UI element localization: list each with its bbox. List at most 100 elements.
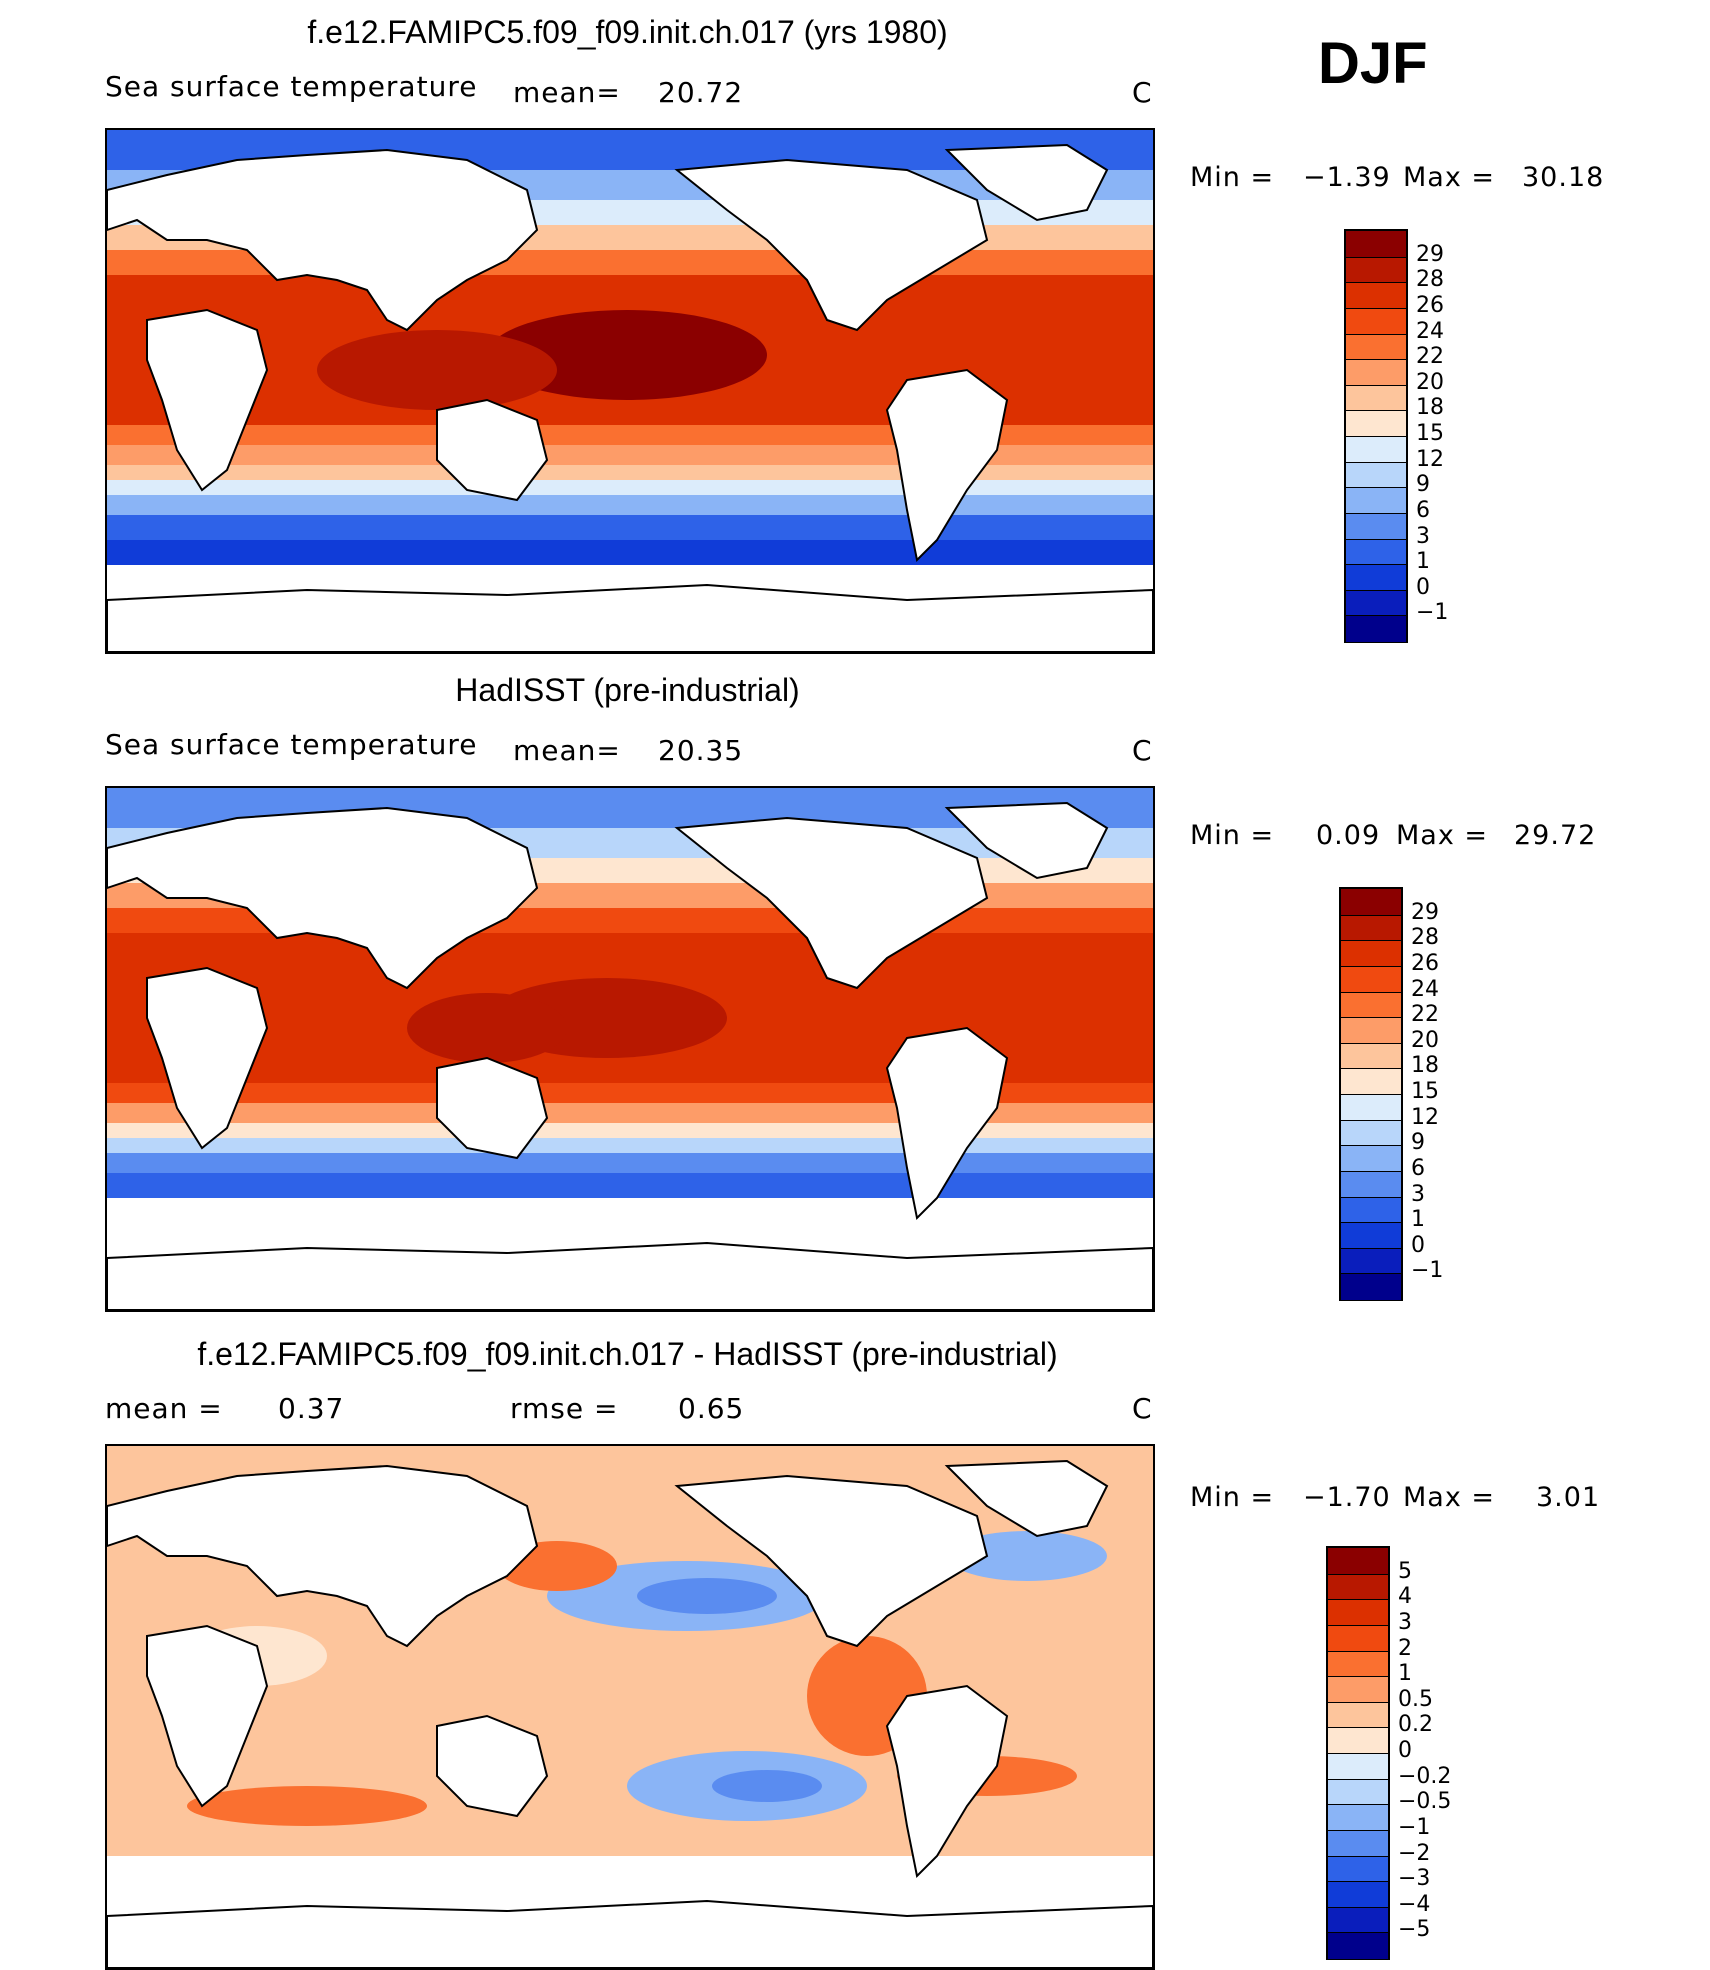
colorbar-swatch [1328, 1932, 1388, 1959]
colorbar-swatch [1346, 564, 1406, 591]
colorbar-swatch [1341, 889, 1401, 915]
colorbar-level-label: −1 [1416, 600, 1449, 626]
colorbar-swatch [1341, 1094, 1401, 1121]
colorbar-level-label: 26 [1411, 950, 1439, 976]
colorbar-level-label: 20 [1411, 1027, 1439, 1053]
colorbar-swatch [1346, 256, 1406, 284]
colorbar-swatch [1341, 940, 1401, 967]
colorbar-swatch [1346, 359, 1406, 386]
panel-1-units: C [1132, 76, 1153, 109]
panel-3-min-value: −1.70 [1303, 1482, 1391, 1513]
colorbar-swatch [1341, 914, 1401, 942]
colorbar-level-label: 4 [1398, 1584, 1412, 1610]
colorbar-swatch [1346, 589, 1406, 617]
colorbar-swatch [1346, 538, 1406, 566]
colorbar-level-label: −2 [1398, 1840, 1431, 1866]
colorbar-level-label: 6 [1416, 497, 1430, 523]
colorbar-swatch [1328, 1881, 1388, 1908]
panel-3-map-graphic [107, 1446, 1153, 1968]
colorbar-swatch [1328, 1624, 1388, 1652]
colorbar-level-label: 29 [1416, 241, 1444, 267]
colorbar-swatch [1341, 991, 1401, 1019]
colorbar-level-label: 2 [1398, 1635, 1412, 1661]
panel-2-max-label: Max = [1396, 820, 1489, 851]
colorbar-swatch [1328, 1548, 1388, 1574]
panel-1-max-label: Max = [1403, 162, 1496, 193]
colorbar-swatch [1346, 461, 1406, 489]
colorbar-swatch [1341, 1145, 1401, 1172]
colorbar-swatch [1328, 1906, 1388, 1934]
colorbar-swatch [1346, 512, 1406, 540]
colorbar-level-label: 1 [1416, 549, 1430, 575]
panel-3-mean-label: mean = [105, 1392, 223, 1425]
colorbar-swatch [1328, 1650, 1388, 1678]
panel-2-map-graphic [107, 788, 1153, 1310]
colorbar-level-label: 20 [1416, 369, 1444, 395]
colorbar-level-label: 18 [1416, 395, 1444, 421]
colorbar-swatch [1328, 1778, 1388, 1806]
colorbar-level-label: 5 [1398, 1558, 1412, 1584]
colorbar-level-label: 1 [1411, 1207, 1425, 1233]
colorbar-level-label: −3 [1398, 1866, 1431, 1892]
colorbar-swatch [1346, 410, 1406, 437]
colorbar-swatch [1346, 615, 1406, 642]
colorbar-level-label: 15 [1416, 421, 1444, 446]
panel-1-variable-label: Sea surface temperature [105, 70, 478, 103]
panel-3-title: f.e12.FAMIPC5.f09_f09.init.ch.017 - HadI… [197, 1336, 1058, 1372]
colorbar-level-label: 0 [1416, 574, 1430, 600]
colorbar-swatch [1341, 1042, 1401, 1070]
panel-2-min-value: 0.09 [1316, 820, 1381, 851]
panel-1-mean-label: mean= [513, 76, 621, 109]
colorbar-swatch [1328, 1753, 1388, 1780]
panel-1-mean-value: 20.72 [658, 76, 744, 109]
colorbar-swatch [1341, 1119, 1401, 1147]
colorbar-level-label: −5 [1398, 1917, 1431, 1943]
colorbar-swatch [1341, 1273, 1401, 1300]
panel-2-mean-value: 20.35 [658, 734, 744, 767]
panel-2-variable-label: Sea surface temperature [105, 728, 478, 761]
colorbar-swatch [1328, 1727, 1388, 1754]
panel-3-min-label: Min = [1190, 1482, 1275, 1513]
colorbar-swatch [1328, 1829, 1388, 1857]
panel-1-max-value: 30.18 [1522, 162, 1605, 193]
colorbar-level-label: 15 [1411, 1079, 1439, 1104]
colorbar-level-label: 6 [1411, 1155, 1425, 1181]
panel-3-units: C [1132, 1392, 1153, 1425]
colorbar-level-label: 22 [1416, 344, 1444, 370]
colorbar-swatch [1346, 436, 1406, 463]
colorbar-swatch [1328, 1599, 1388, 1626]
colorbar-level-label: 18 [1411, 1053, 1439, 1079]
panel-3-colorbar [1326, 1546, 1390, 1960]
colorbar-swatch [1328, 1804, 1388, 1831]
panel-1-min-value: −1.39 [1303, 162, 1391, 193]
colorbar-swatch [1328, 1676, 1388, 1703]
colorbar-level-label: 9 [1411, 1130, 1425, 1156]
colorbar-level-label: 26 [1416, 292, 1444, 318]
panel-2-mean-label: mean= [513, 734, 621, 767]
colorbar-level-label: −4 [1398, 1891, 1431, 1917]
colorbar-swatch [1341, 1068, 1401, 1095]
colorbar-level-label: −1 [1411, 1258, 1444, 1284]
panel-3-rmse-value: 0.65 [678, 1392, 745, 1425]
colorbar-level-label: 0.2 [1398, 1712, 1433, 1738]
colorbar-swatch [1346, 487, 1406, 514]
colorbar-level-label: −0.5 [1398, 1789, 1452, 1815]
colorbar-swatch [1341, 1170, 1401, 1198]
colorbar-level-label: 1 [1398, 1661, 1412, 1687]
colorbar-level-label: 12 [1411, 1104, 1439, 1130]
colorbar-level-label: 24 [1411, 976, 1439, 1002]
panel-1-map [105, 128, 1155, 654]
colorbar-swatch [1346, 282, 1406, 309]
panel-3-max-value: 3.01 [1536, 1482, 1601, 1513]
panel-1-title: f.e12.FAMIPC5.f09_f09.init.ch.017 (yrs 1… [307, 14, 948, 50]
colorbar-swatch [1346, 384, 1406, 412]
colorbar-level-label: 3 [1398, 1609, 1412, 1635]
colorbar-swatch [1346, 307, 1406, 335]
colorbar-level-label: 3 [1416, 523, 1430, 549]
colorbar-swatch [1341, 965, 1401, 993]
colorbar-level-label: −0.2 [1398, 1763, 1452, 1789]
colorbar-level-label: 24 [1416, 318, 1444, 344]
panel-3-max-label: Max = [1403, 1482, 1496, 1513]
colorbar-swatch [1328, 1855, 1388, 1883]
colorbar-level-label: 0 [1398, 1738, 1412, 1763]
